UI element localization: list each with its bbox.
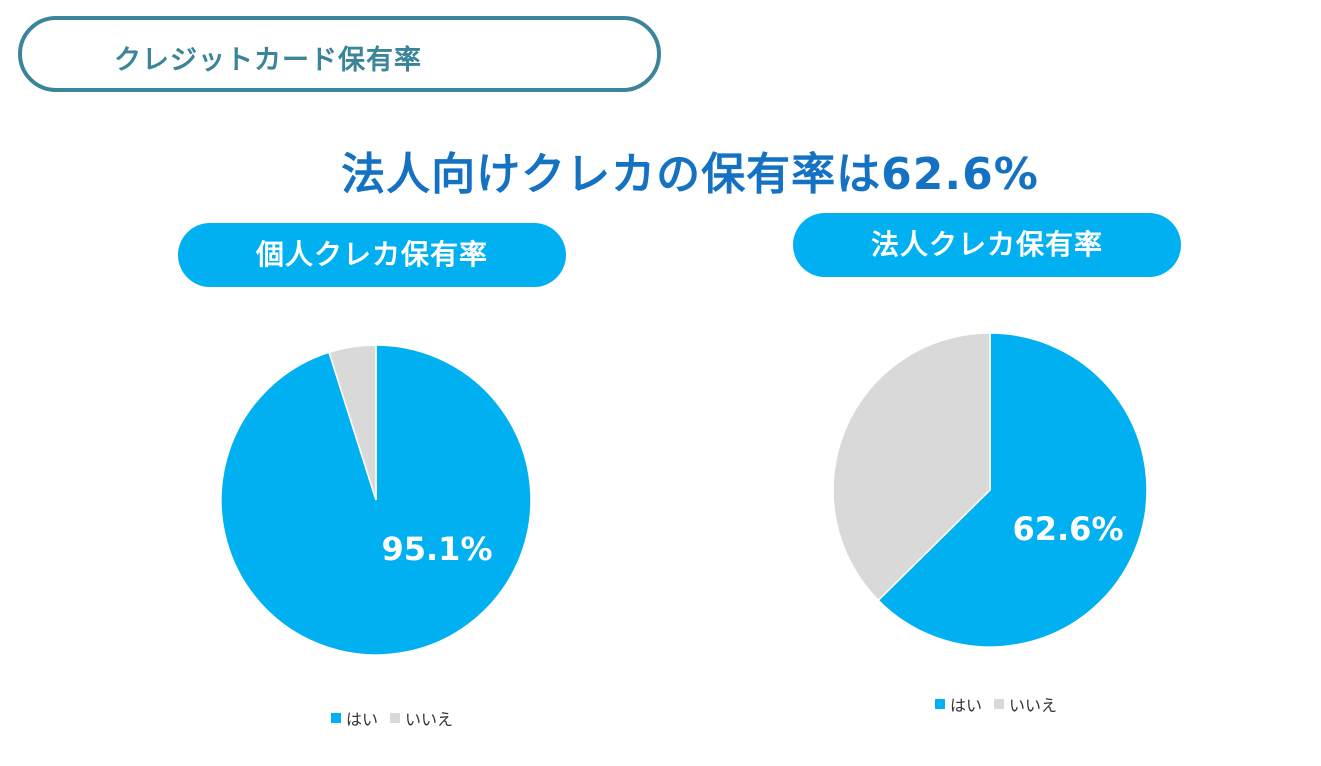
chart-title-corporate: 法人クレカ保有率 [793, 213, 1181, 277]
legend-item-no: いいえ [390, 706, 453, 730]
legend-label-no: いいえ [1009, 696, 1058, 715]
legend-personal: はい いいえ [331, 706, 465, 730]
data-label-personal: 95.1% [381, 530, 492, 568]
headline: 法人向けクレカの保有率は62.6% [341, 149, 1039, 200]
chart-title-personal: 個人クレカ保有率 [178, 223, 566, 287]
legend-item-yes: はい [935, 692, 982, 716]
legend-swatch-yes [935, 699, 945, 709]
section-title: クレジットカード保有率 [114, 45, 422, 76]
legend-swatch-no [994, 699, 1005, 709]
pie-slice-yes-corporate [877, 332, 1148, 648]
section-title-frame: クレジットカード保有率 [18, 16, 661, 92]
legend-label-yes: はい [950, 696, 983, 715]
pie-slice-no-personal [328, 344, 377, 501]
legend-swatch-no [390, 713, 401, 723]
legend-label-no: いいえ [405, 710, 454, 729]
legend-item-yes: はい [331, 706, 378, 730]
pie-slice-no-corporate [832, 332, 991, 602]
legend-label-yes: はい [346, 710, 379, 729]
legend-item-no: いいえ [994, 692, 1057, 716]
legend-corporate: はい いいえ [935, 692, 1069, 716]
legend-swatch-yes [331, 713, 341, 723]
data-label-corporate: 62.6% [1012, 510, 1123, 548]
